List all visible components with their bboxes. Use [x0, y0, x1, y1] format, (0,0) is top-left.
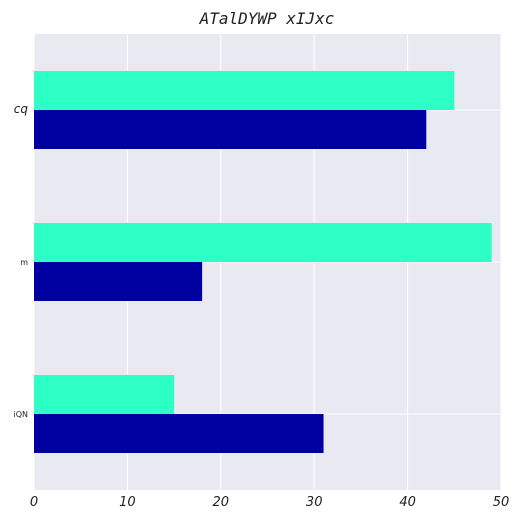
x-tick-label: 50 — [493, 495, 510, 510]
bar — [34, 262, 203, 301]
y-tick-label: cq — [14, 102, 29, 116]
y-tick-label: iQN — [13, 410, 28, 419]
bar — [34, 223, 492, 262]
x-tick-label: 40 — [399, 495, 416, 510]
chart-title: ATalDYWP xIJxc — [199, 9, 335, 28]
x-tick-label: 0 — [30, 495, 38, 510]
bar — [34, 71, 455, 110]
bar — [34, 375, 175, 414]
bars — [34, 71, 492, 453]
bar — [34, 414, 324, 453]
y-tick-label: m — [20, 258, 28, 267]
x-tick-label: 10 — [119, 495, 136, 510]
x-tick-label: 20 — [213, 495, 230, 510]
bar — [34, 110, 427, 149]
y-tick-labels: cq m iQN — [13, 102, 28, 419]
x-tick-labels: 0 10 20 30 40 50 — [30, 495, 509, 510]
x-tick-label: 30 — [306, 495, 323, 510]
